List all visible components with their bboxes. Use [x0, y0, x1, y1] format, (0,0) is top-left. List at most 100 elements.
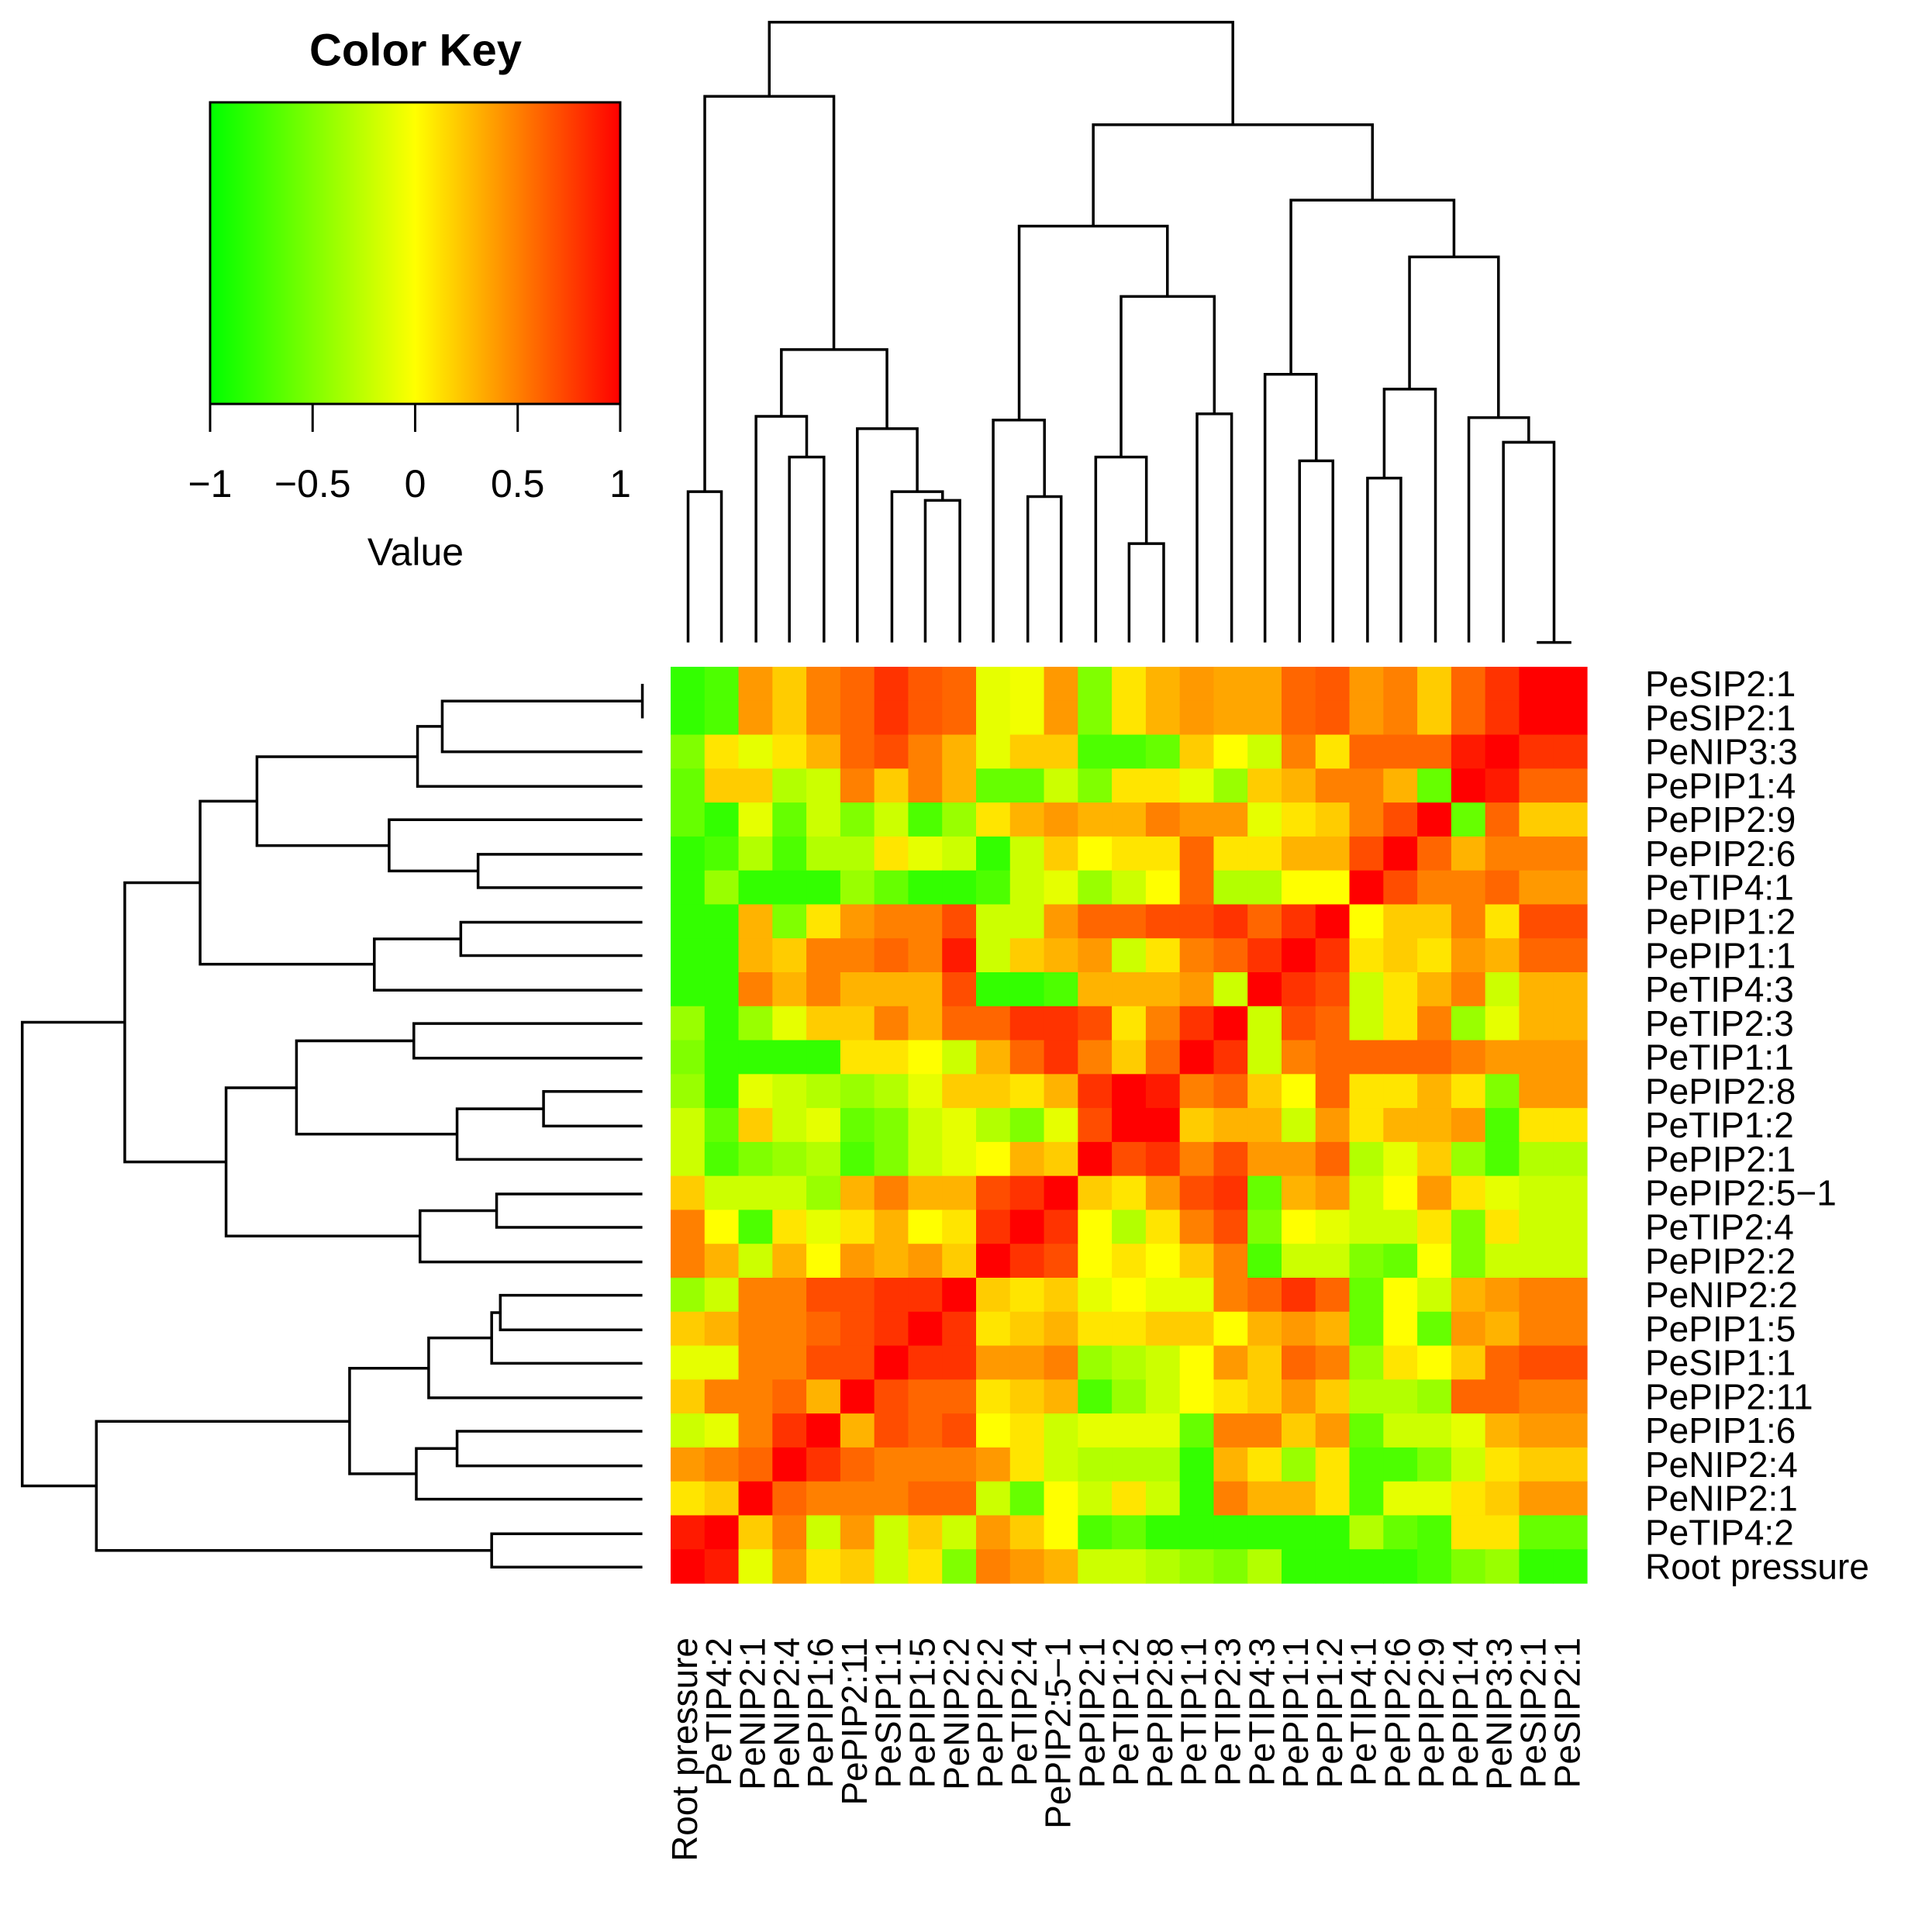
- heatmap-cell: [1009, 972, 1045, 1007]
- heatmap-cell: [1078, 700, 1113, 736]
- heatmap-cell: [1112, 1447, 1147, 1482]
- heatmap-cell: [1553, 667, 1588, 702]
- heatmap-cell: [1112, 1515, 1147, 1550]
- row-label: PeTIP1:2: [1645, 1105, 1794, 1145]
- heatmap-cell: [1247, 938, 1282, 973]
- heatmap-cell: [1349, 1175, 1384, 1211]
- heatmap-cell: [704, 836, 740, 871]
- heatmap-cell: [1044, 1345, 1078, 1380]
- heatmap-cell: [1282, 1006, 1316, 1041]
- heatmap-cell: [1553, 1141, 1588, 1177]
- heatmap-cell: [671, 1379, 706, 1414]
- heatmap-cell: [840, 1481, 875, 1517]
- heatmap-cell: [908, 734, 943, 769]
- heatmap-cell: [1417, 1481, 1452, 1517]
- heatmap-cell: [1044, 1481, 1078, 1517]
- heatmap-cell: [1383, 700, 1418, 736]
- heatmap-cell: [1519, 1447, 1554, 1482]
- heatmap-cell: [1282, 1549, 1316, 1584]
- heatmap-cell: [1519, 1108, 1554, 1143]
- heatmap-cell: [1247, 1040, 1282, 1075]
- heatmap-cell: [1009, 904, 1045, 939]
- heatmap-cell: [1112, 870, 1147, 906]
- heatmap-cell: [1078, 1040, 1113, 1075]
- heatmap-cell: [1213, 1074, 1248, 1109]
- column-label: PeSIP1:1: [868, 1637, 909, 1788]
- heatmap-cell: [1451, 1447, 1486, 1482]
- heatmap-cell: [1213, 1311, 1248, 1347]
- heatmap-cell: [806, 1413, 841, 1448]
- heatmap-cell: [1145, 1210, 1181, 1244]
- heatmap-cell: [671, 870, 706, 906]
- heatmap-cell: [942, 836, 977, 871]
- heatmap-cell: [806, 972, 841, 1007]
- heatmap-cell: [704, 1345, 740, 1380]
- heatmap-cell: [772, 938, 807, 973]
- heatmap-cell: [1009, 734, 1045, 769]
- heatmap-cell: [1519, 1244, 1554, 1279]
- heatmap-cell: [908, 972, 943, 1007]
- heatmap-cell: [1315, 1175, 1351, 1211]
- heatmap-cell: [1519, 1175, 1554, 1211]
- heatmap-cell: [1349, 1447, 1384, 1482]
- heatmap-cell: [1417, 1244, 1452, 1279]
- heatmap-cell: [1519, 1345, 1554, 1380]
- heatmap-cell: [1383, 768, 1418, 803]
- heatmap-cell: [704, 870, 740, 906]
- heatmap-cell: [671, 667, 706, 702]
- column-label: PePIP2:9: [1411, 1637, 1451, 1788]
- heatmap-cell: [806, 802, 841, 837]
- heatmap-cell: [1044, 1311, 1078, 1347]
- heatmap-cell: [1383, 1210, 1418, 1244]
- column-label: PeTIP4:2: [699, 1637, 739, 1786]
- heatmap-cell: [1179, 1278, 1215, 1313]
- heatmap-cell: [772, 904, 807, 939]
- heatmap-cell: [942, 1345, 977, 1380]
- row-label: PePIP2:6: [1645, 833, 1796, 874]
- heatmap-cell: [772, 1006, 807, 1041]
- heatmap-cell: [1078, 1515, 1113, 1550]
- heatmap-cell: [908, 904, 943, 939]
- heatmap-cell: [1213, 870, 1248, 906]
- color-key-label: Value: [367, 530, 464, 574]
- heatmap-cell: [1349, 667, 1384, 702]
- heatmap-cell: [704, 1379, 740, 1414]
- heatmap-cell: [1553, 1074, 1588, 1109]
- heatmap-cell: [942, 1379, 977, 1414]
- heatmap-cell: [976, 667, 1011, 702]
- heatmap-cell: [772, 1345, 807, 1380]
- heatmap-cell: [1009, 1413, 1045, 1448]
- heatmap-cell: [1145, 734, 1181, 769]
- heatmap-cell: [1282, 1074, 1316, 1109]
- heatmap-cell: [1009, 768, 1045, 803]
- heatmap-cell: [772, 1549, 807, 1584]
- heatmap-cell: [1485, 667, 1520, 702]
- heatmap-cell: [738, 1141, 773, 1177]
- heatmap-cell: [976, 768, 1011, 803]
- heatmap-cell: [976, 802, 1011, 837]
- column-label: Root pressure: [664, 1637, 705, 1862]
- heatmap-cell: [738, 904, 773, 939]
- heatmap-cell: [671, 972, 706, 1007]
- heatmap-cell: [1078, 1311, 1113, 1347]
- heatmap-cell: [806, 836, 841, 871]
- heatmap-cell: [772, 1210, 807, 1244]
- heatmap-cell: [1247, 1481, 1282, 1517]
- heatmap-cell: [1519, 1040, 1554, 1075]
- heatmap-cell: [1044, 836, 1078, 871]
- heatmap-cell: [1349, 836, 1384, 871]
- heatmap-cell: [908, 1278, 943, 1313]
- heatmap-cell: [738, 734, 773, 769]
- heatmap-cell: [1315, 1074, 1351, 1109]
- heatmap-cell: [1519, 667, 1554, 702]
- heatmap-cell: [1451, 1278, 1486, 1313]
- heatmap-cell: [1078, 734, 1113, 769]
- heatmap-cell: [1349, 1040, 1384, 1075]
- row-label: PePIP2:11: [1645, 1376, 1813, 1417]
- heatmap-cell: [671, 1108, 706, 1143]
- column-label: PePIP2:11: [834, 1637, 875, 1806]
- heatmap-cell: [1247, 768, 1282, 803]
- heatmap-cell: [1519, 768, 1554, 803]
- heatmap-cell: [1417, 1278, 1452, 1313]
- heatmap-cell: [1485, 836, 1520, 871]
